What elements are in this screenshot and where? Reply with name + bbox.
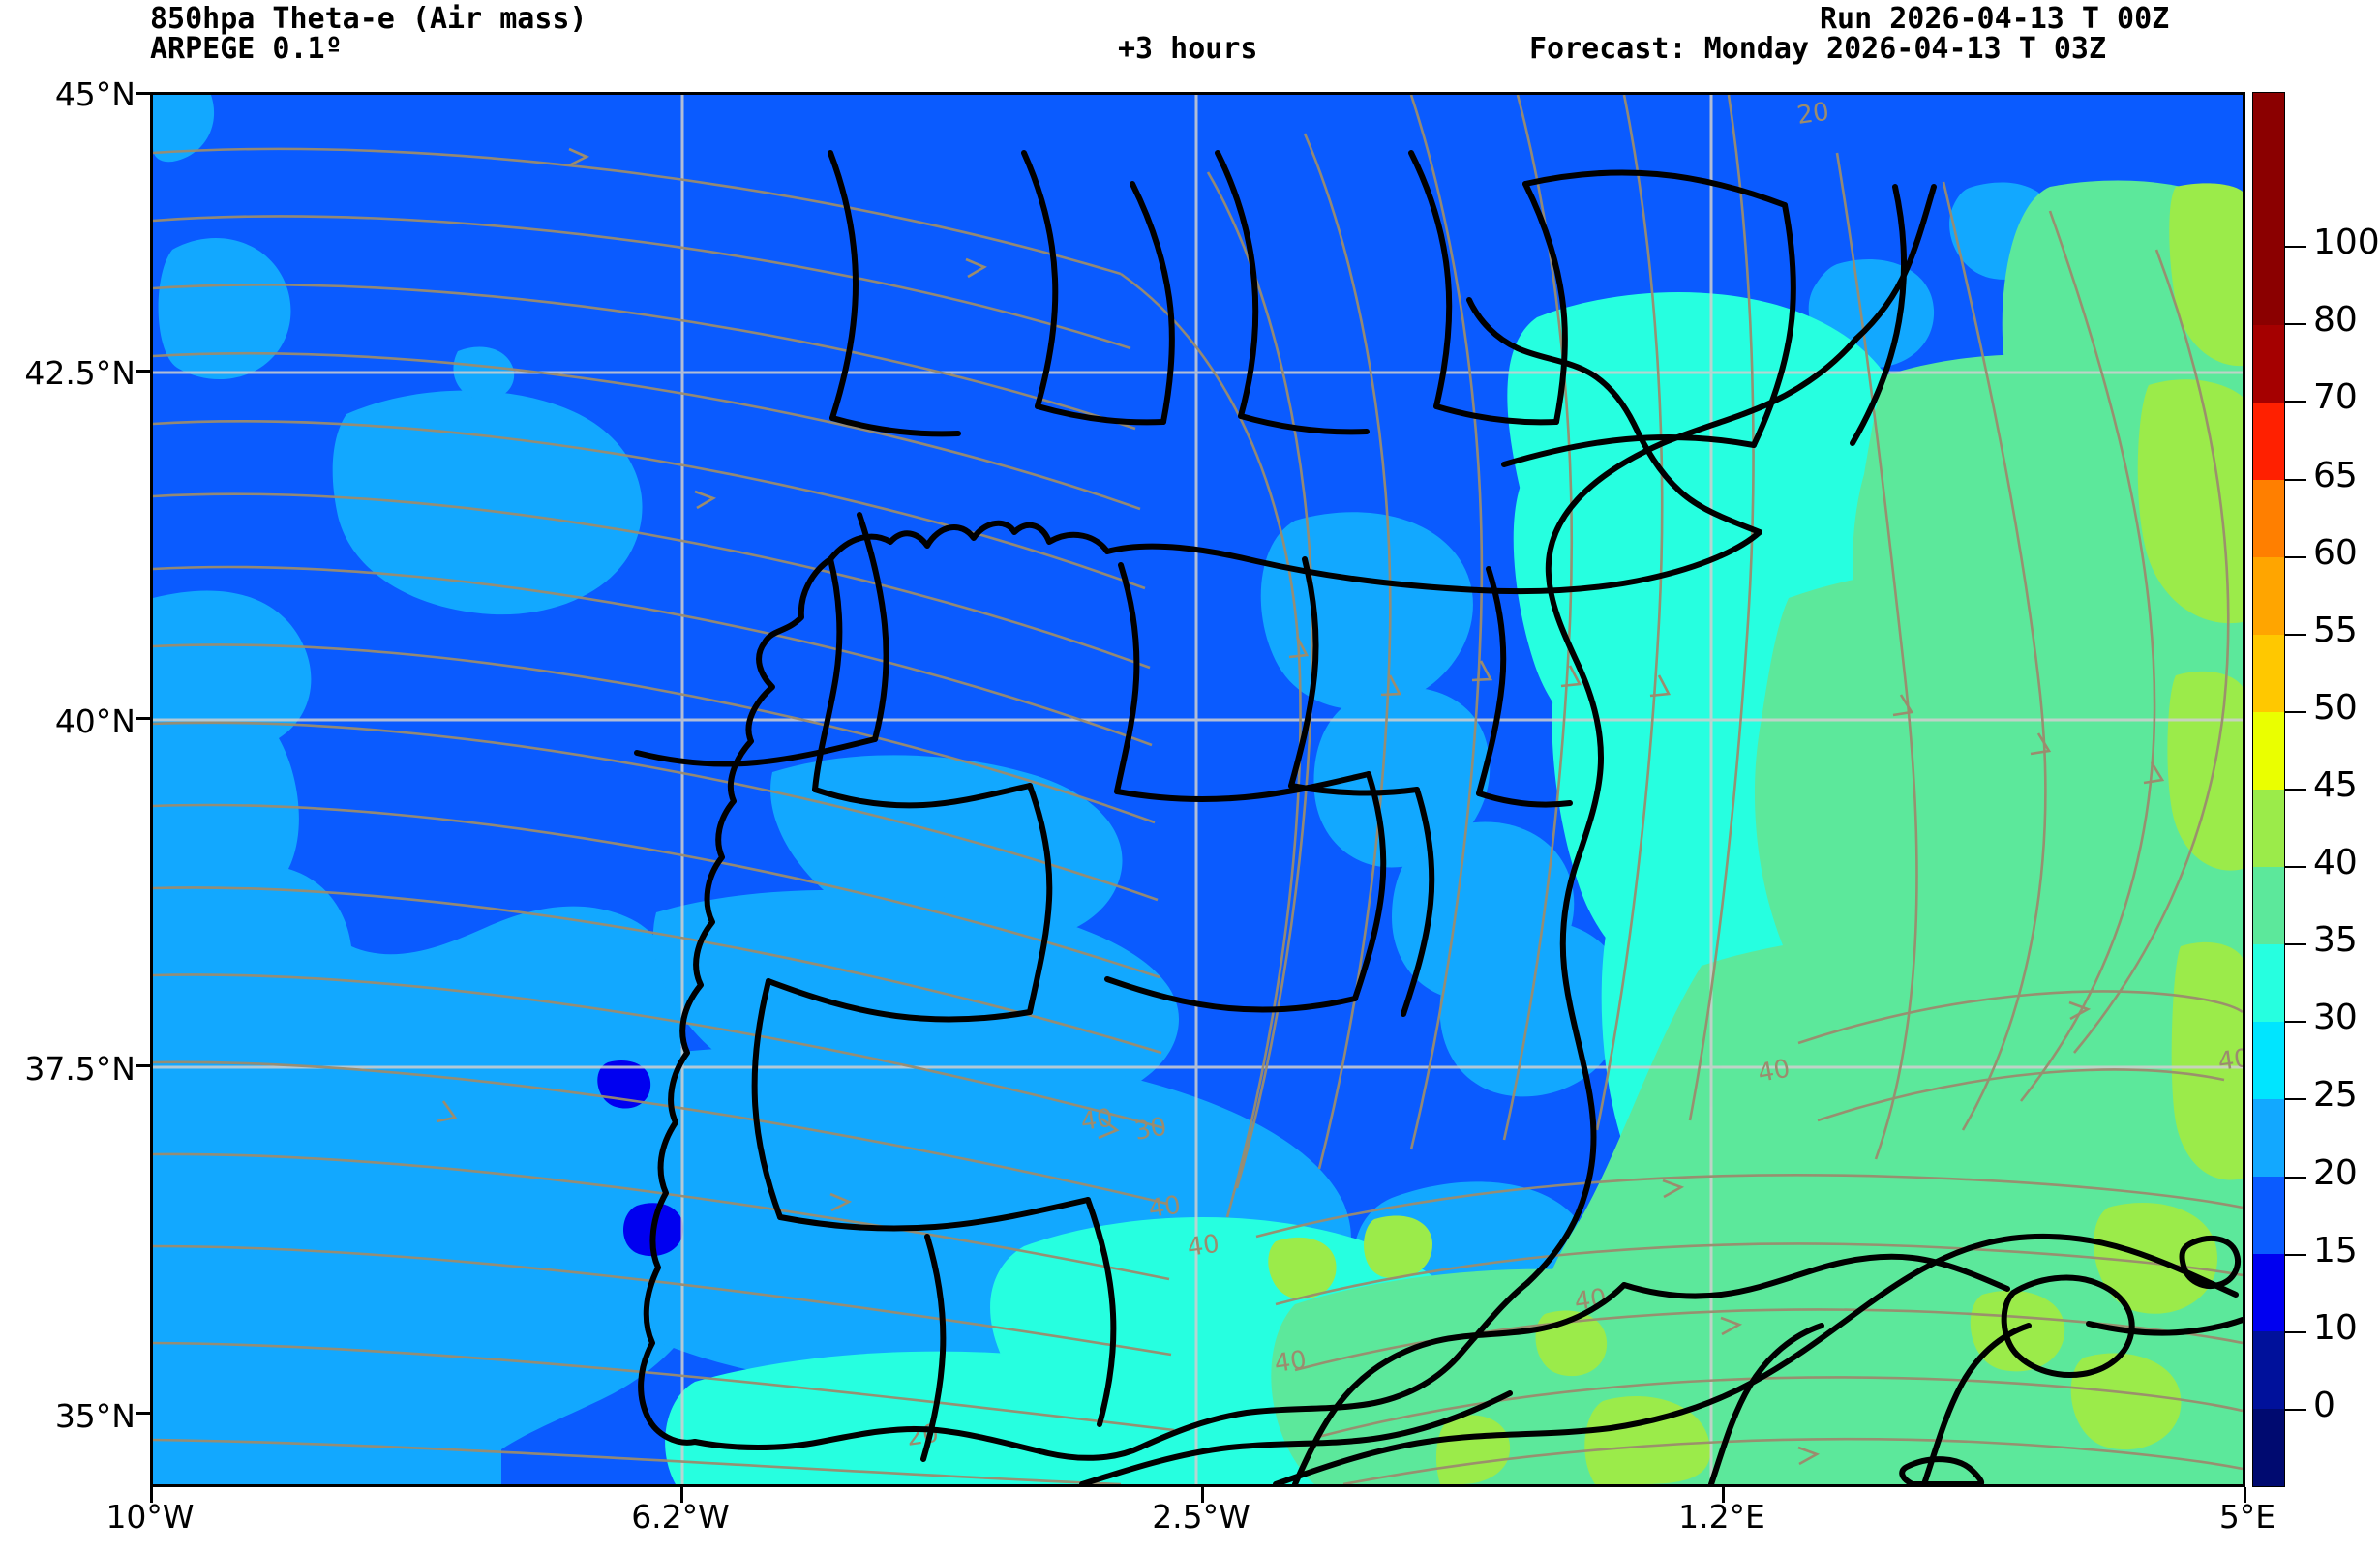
colorbar-band-3 [2253,325,2284,403]
colorbar-band-0 [2253,93,2284,170]
model-label: ARPEGE 0.1º [150,32,343,66]
y-tick-mark-2 [136,717,151,720]
lead-time-label: +3 hours [1118,32,1258,66]
y-tick-mark-0 [136,92,151,95]
colorbar-tick-mark-15 [2285,1253,2306,1256]
colorbar-tick-mark-80 [2285,323,2306,326]
chart-title: 850hpa Theta-e (Air mass) [150,2,587,36]
colorbar-band-17 [2253,1409,2284,1486]
colorbar-tick-mark-55 [2285,633,2306,636]
contour-label-40b: 40 [1079,1104,1115,1137]
contour-label-30: 30 [1132,1113,1169,1147]
colorbar-band-13 [2253,1099,2284,1177]
colorbar-band-2 [2253,248,2284,325]
coastlines-and-borders [634,150,2243,1484]
colorbar-tick-mark-10 [2285,1330,2306,1333]
x-tick-mark-0 [150,1487,153,1503]
y-tick-label-4: 35°N [54,1397,136,1435]
colorbar-tick-label-60: 60 [2313,532,2358,573]
colorbar-band-12 [2253,1022,2284,1099]
contour-label-20c: 20 [1795,98,1831,131]
colorbar-tick-mark-70 [2285,401,2306,403]
y-tick-mark-1 [136,370,151,373]
run-label: Run 2026-04-13 T 00Z [1820,2,2170,36]
colorbar-tick-label-40: 40 [2313,843,2358,883]
map-gridlines [153,95,2243,1484]
colorbar-tick-label-35: 35 [2313,920,2358,961]
map-canvas: 30 20 20 40 40 40 40 40 40 40 [153,95,2243,1484]
colorbar-tick-mark-45 [2285,789,2306,791]
colorbar-band-6 [2253,557,2284,635]
y-tick-mark-3 [136,1064,151,1067]
colorbar-tick-mark-50 [2285,710,2306,713]
forecast-label: Forecast: Monday 2026-04-13 T 03Z [1529,32,2107,66]
colorbar[interactable] [2252,92,2285,1487]
x-tick-label-4: 5°E [2218,1498,2276,1536]
colorbar-band-10 [2253,867,2284,944]
x-tick-mark-1 [680,1487,683,1503]
x-tick-mark-4 [2244,1487,2246,1503]
colorbar-tick-label-0: 0 [2313,1385,2335,1425]
y-tick-label-2: 40°N [54,702,136,740]
y-tick-label-0: 45°N [54,75,136,113]
colorbar-tick-label-65: 65 [2313,455,2358,495]
colorbar-band-15 [2253,1254,2284,1331]
contour-label-40e: 40 [1186,1230,1221,1263]
colorbar-band-5 [2253,480,2284,557]
weather-map-plot[interactable]: 30 20 20 40 40 40 40 40 40 40 [150,92,2245,1487]
contour-label-40d: 40 [1147,1191,1183,1224]
x-tick-label-3: 1.2°E [1678,1498,1765,1536]
colorbar-tick-label-45: 45 [2313,765,2358,805]
colorbar-band-4 [2253,403,2284,480]
colorbar-tick-mark-20 [2285,1176,2306,1179]
colorbar-tick-label-10: 10 [2313,1307,2358,1348]
x-tick-label-2: 2.5°W [1152,1498,1250,1536]
colorbar-band-9 [2253,790,2284,867]
colorbar-band-16 [2253,1331,2284,1409]
colorbar-tick-label-80: 80 [2313,300,2358,341]
colorbar-tick-label-55: 55 [2313,610,2358,650]
colorbar-band-7 [2253,635,2284,712]
y-tick-label-1: 42.5°N [24,354,136,392]
colorbar-tick-label-70: 70 [2313,377,2358,418]
colorbar-tick-mark-40 [2285,866,2306,869]
colorbar-band-8 [2253,712,2284,790]
field-band-25-30 [153,95,2059,1484]
colorbar-tick-label-25: 25 [2313,1075,2358,1116]
y-tick-label-3: 37.5°N [24,1050,136,1088]
x-tick-label-1: 6.2°W [631,1498,730,1536]
x-tick-label-0: 10°W [105,1498,195,1536]
field-band-40-45 [1268,183,2243,1484]
colorbar-tick-label-15: 15 [2313,1230,2358,1270]
colorbar-tick-label-20: 20 [2313,1152,2358,1193]
contour-label-40a: 40 [1756,1055,1793,1089]
contour-label-40c: 40 [2216,1044,2243,1077]
colorbar-band-14 [2253,1177,2284,1254]
contour-label-40g: 40 [1273,1346,1309,1379]
x-tick-mark-3 [1722,1487,1725,1503]
x-tick-mark-2 [1201,1487,1204,1503]
colorbar-tick-mark-60 [2285,555,2306,558]
colorbar-tick-label-100: 100 [2313,223,2380,263]
y-tick-mark-4 [136,1412,151,1415]
colorbar-tick-mark-30 [2285,1021,2306,1024]
colorbar-tick-label-30: 30 [2313,998,2358,1038]
colorbar-band-1 [2253,170,2284,248]
streamline-arrowheads [436,147,2165,1466]
colorbar-tick-mark-65 [2285,478,2306,481]
colorbar-band-11 [2253,944,2284,1022]
colorbar-tick-mark-0 [2285,1408,2306,1411]
colorbar-tick-label-50: 50 [2313,687,2358,728]
colorbar-tick-mark-25 [2285,1098,2306,1101]
colorbar-tick-mark-35 [2285,943,2306,946]
colorbar-tick-mark-100 [2285,246,2306,249]
